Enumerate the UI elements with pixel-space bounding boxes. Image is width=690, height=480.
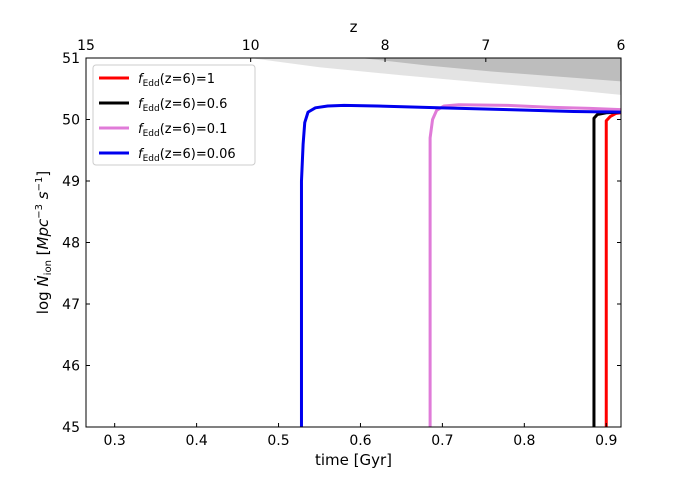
- y-tick-label: 51: [62, 51, 80, 67]
- y-tick-label: 45: [62, 420, 80, 436]
- x-tick-label: 0.7: [431, 433, 453, 449]
- y-tick-label: 46: [62, 359, 80, 375]
- legend: fEdd(z=6)=1 fEdd(z=6)=0.6 fEdd(z=6)=0.1 fEd…: [92, 64, 256, 166]
- legend-label-1: fEdd(z=6)=1: [138, 72, 215, 89]
- y-tick-label: 48: [62, 236, 80, 252]
- series-line-3: [428, 103, 621, 427]
- top-tick-label: 6: [617, 38, 626, 54]
- y-tick-label: 50: [62, 113, 80, 129]
- top-tick-label: 7: [481, 38, 490, 54]
- legend-box: [92, 64, 256, 166]
- series-lines: [299, 103, 621, 427]
- top-tick-label: 15: [77, 38, 95, 54]
- x-tick-label: 0.3: [104, 433, 126, 449]
- legend-label-4: fEdd(z=6)=0.06: [138, 147, 236, 164]
- x-tick-label: 0.4: [185, 433, 207, 449]
- x-tick-label: 0.9: [595, 433, 617, 449]
- series-line-4: [299, 103, 621, 427]
- y-axis-label: log Ṅion [Mpc−3 s−1]: [33, 171, 54, 314]
- series-line-1: [604, 111, 621, 427]
- x-tick-label: 0.6: [349, 433, 371, 449]
- shaded-region-2: [360, 58, 621, 82]
- x-ticks: 0.3 0.4 0.5 0.6 0.7 0.8 0.9: [104, 423, 617, 449]
- x-axis-label: time [Gyr]: [315, 451, 392, 469]
- top-ticks: 15 10 8 7 6: [77, 38, 626, 62]
- top-tick-label: 10: [242, 38, 260, 54]
- shaded-regions: [250, 58, 621, 95]
- top-axis-label: z: [350, 18, 358, 36]
- y-tick-label: 49: [62, 174, 80, 190]
- legend-label-2: fEdd(z=6)=0.6: [138, 97, 227, 114]
- x-tick-label: 0.5: [267, 433, 289, 449]
- y-ticks: 45 46 47 48 49 50 51: [62, 51, 621, 436]
- top-tick-label: 8: [381, 38, 390, 54]
- x-tick-label: 0.8: [513, 433, 535, 449]
- legend-label-3: fEdd(z=6)=0.1: [138, 122, 227, 139]
- y-tick-label: 47: [62, 297, 80, 313]
